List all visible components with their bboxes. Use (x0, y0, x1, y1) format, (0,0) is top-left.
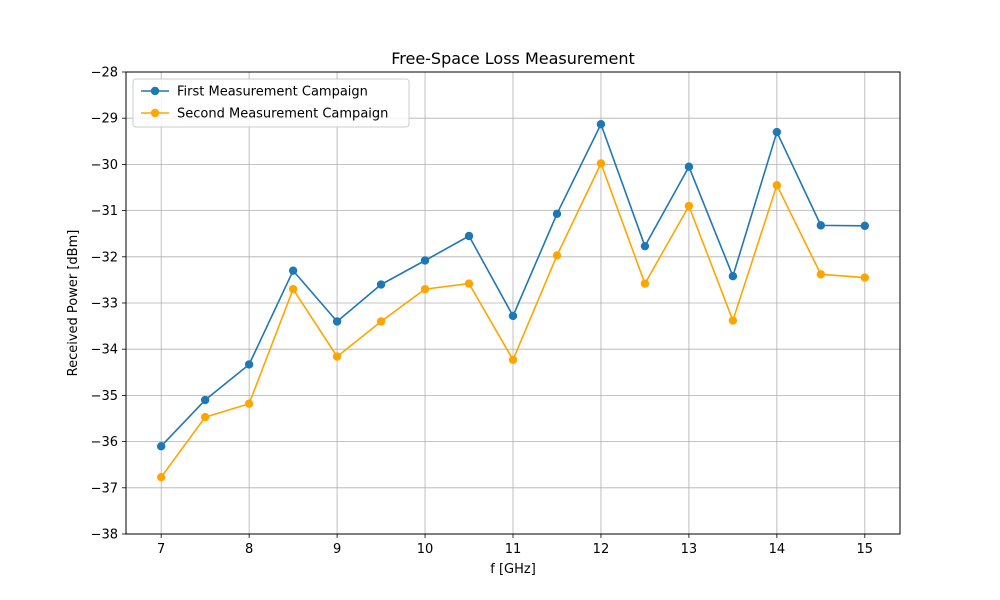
series-1-point (596, 120, 606, 129)
x-tick-label: 13 (681, 542, 698, 557)
legend-label: First Measurement Campaign (177, 85, 368, 100)
series-1-point (288, 266, 298, 275)
x-tick-label: 7 (157, 542, 165, 557)
legend-swatch-marker (150, 86, 160, 96)
chart-title: Free-Space Loss Measurement (391, 49, 635, 68)
series-layer (156, 120, 870, 482)
series-2-point (464, 279, 474, 288)
y-tick-label: −38 (91, 528, 118, 543)
y-tick-label: −30 (91, 158, 118, 173)
y-axis: −38 −37 −36 −35 −34 −33 −32 −31 −30 −29 −28 (91, 66, 126, 543)
legend-item: First Measurement Campaign (141, 85, 368, 100)
y-tick-label: −35 (91, 389, 118, 404)
legend: First Measurement Campaign Second Measure… (132, 78, 410, 128)
x-axis: 7 8 9 10 11 12 13 14 15 (157, 534, 873, 557)
y-axis-label: Received Power [dBm] (66, 230, 81, 377)
x-tick-label: 11 (505, 542, 522, 557)
series-1-point (420, 256, 430, 265)
y-tick-label: −34 (91, 343, 118, 358)
legend-box (132, 78, 410, 128)
series-1-point (508, 311, 518, 321)
legend-label: Second Measurement Campaign (177, 107, 388, 122)
y-tick-label: −31 (91, 204, 118, 219)
series-2-point (640, 279, 650, 288)
series-1-point (684, 162, 694, 171)
series-2-point (772, 180, 782, 190)
series-1-point (552, 209, 562, 219)
y-tick-label: −33 (91, 297, 118, 312)
series-2-point (860, 273, 870, 282)
series-1-point (332, 317, 342, 326)
legend-item: Second Measurement Campaign (141, 107, 388, 122)
series-1-point (376, 280, 386, 289)
y-tick-label: −32 (91, 250, 118, 265)
x-tick-label: 8 (245, 542, 253, 557)
series-2-point (156, 472, 166, 482)
series-2 (156, 159, 870, 482)
x-axis-label: f [GHz] (490, 562, 536, 577)
series-2-point (552, 251, 562, 260)
y-tick-label: −37 (91, 481, 118, 496)
x-tick-label: 14 (769, 542, 786, 557)
series-2-point (288, 284, 298, 294)
series-1-point (244, 360, 254, 369)
series-1-point (860, 221, 870, 231)
series-2-point (816, 270, 826, 279)
series-2-point (200, 412, 210, 422)
series-1-point (464, 231, 474, 241)
series-1-point (728, 272, 738, 281)
series-1-point (772, 127, 782, 137)
series-1-point (156, 442, 166, 451)
x-tick-label: 12 (593, 542, 610, 557)
y-tick-label: −29 (91, 112, 118, 127)
x-tick-label: 9 (333, 542, 341, 557)
y-tick-label: −28 (91, 66, 118, 81)
series-1 (156, 120, 870, 451)
series-2-point (376, 317, 386, 326)
x-tick-label: 15 (857, 542, 874, 557)
series-2-point (244, 399, 254, 408)
series-1-point (200, 395, 210, 405)
legend-swatch-marker (150, 108, 160, 118)
series-2-point (332, 352, 342, 361)
series-1-point (816, 221, 826, 230)
y-tick-label: −36 (91, 435, 118, 450)
series-2-point (684, 201, 694, 211)
series-2-point (728, 316, 738, 325)
series-2-point (596, 159, 606, 168)
series-2-point (508, 355, 518, 365)
series-1-point (640, 241, 650, 251)
series-2-point (420, 284, 430, 294)
x-tick-label: 10 (417, 542, 434, 557)
